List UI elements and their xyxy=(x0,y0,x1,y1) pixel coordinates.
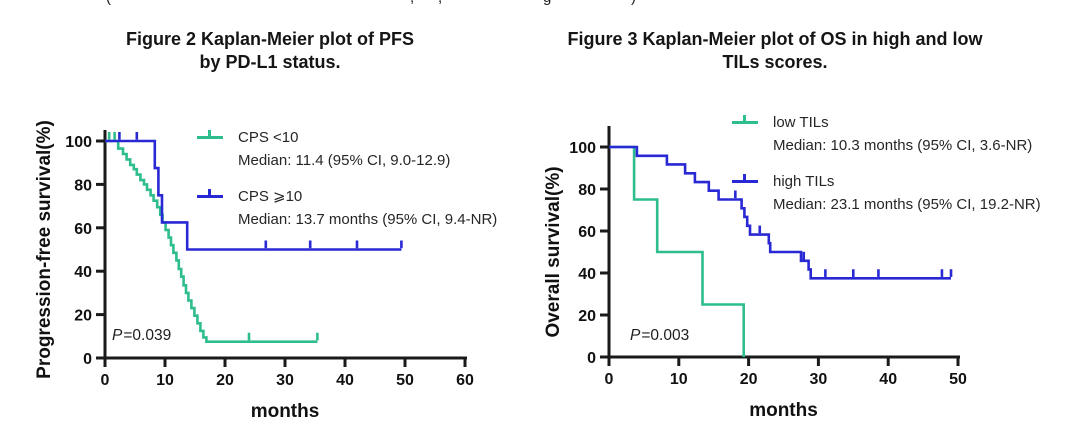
km-curve xyxy=(105,139,318,343)
p-italic: P xyxy=(630,327,641,344)
y-tick-label: 20 xyxy=(578,308,596,325)
y-tick-label: 100 xyxy=(65,134,92,151)
p-italic: P xyxy=(112,327,123,344)
p-rest: =0.039 xyxy=(123,327,172,344)
legend-entry-low-tils: low TILs Median: 10.3 months (95% CI, 3.… xyxy=(732,111,1041,157)
x-axis-label: months xyxy=(251,401,320,422)
y-axis-label: Overall survival(%) xyxy=(543,166,564,337)
y-tick-label: 100 xyxy=(569,140,596,157)
x-tick-label: 20 xyxy=(740,371,758,388)
km-curve-symbol xyxy=(197,127,223,143)
x-tick-label: 40 xyxy=(336,372,354,389)
clipped-text-line: (,, g) xyxy=(0,0,1080,5)
km-curve-symbol xyxy=(197,186,223,202)
km-curve xyxy=(105,139,402,251)
y-tick-label: 0 xyxy=(587,350,596,367)
x-tick-label: 50 xyxy=(949,371,967,388)
x-tick-label: 30 xyxy=(810,371,828,388)
y-tick-label: 0 xyxy=(83,351,92,368)
x-tick-label: 40 xyxy=(879,371,897,388)
y-tick-label: 60 xyxy=(74,221,92,238)
legend-series-label: CPS ⩾10 xyxy=(238,188,303,205)
legend-entry-cps-ge10: CPS ⩾10 Median: 13.7 months (95% CI, 9.4… xyxy=(197,185,497,231)
legend-median-text: Median: 23.1 months (95% CI, 19.2-NR) xyxy=(773,196,1041,213)
legend-median-text: Median: 10.3 months (95% CI, 3.6-NR) xyxy=(773,137,1033,154)
os-p-value: P=0.003 xyxy=(630,327,689,345)
clipped-glyph: g xyxy=(543,0,551,5)
clipped-glyph: ( xyxy=(106,0,111,5)
figure2-title-line1: Figure 2 Kaplan-Meier plot of PFS xyxy=(125,29,415,49)
clipped-glyph: , xyxy=(438,0,442,5)
y-tick-label: 20 xyxy=(74,308,92,325)
legend-median-text: Median: 11.4 (95% CI, 9.0-12.9) xyxy=(238,152,451,169)
x-tick-label: 50 xyxy=(396,372,414,389)
p-rest: =0.003 xyxy=(641,327,690,344)
x-tick-label: 0 xyxy=(605,371,614,388)
km-curve xyxy=(609,145,745,357)
y-tick-label: 80 xyxy=(74,177,92,194)
km-curve-symbol xyxy=(732,171,758,187)
figure2-title-line2: by PD-L1 status. xyxy=(199,52,341,72)
legend-series-label: high TILs xyxy=(773,173,835,190)
figure2-title: Figure 2 Kaplan-Meier plot of PFS by PD-… xyxy=(30,28,510,74)
pfs-km-plot: 0 10 20 30 40 50 60 0 20 40 60 80 100 months Progressi… xyxy=(34,120,474,422)
os-legend: low TILs Median: 10.3 months (95% CI, 3.… xyxy=(732,111,1041,229)
x-tick-label: 0 xyxy=(101,372,110,389)
figure3-title: Figure 3 Kaplan-Meier plot of OS in high… xyxy=(530,28,1020,74)
y-tick-label: 40 xyxy=(578,266,596,283)
figure3-title-line2: TILs scores. xyxy=(722,52,828,72)
x-tick-label: 30 xyxy=(276,372,294,389)
legend-series-label: CPS <10 xyxy=(238,129,299,146)
pfs-p-value: P=0.039 xyxy=(112,327,171,345)
os-km-plot: 0 10 20 30 40 50 0 20 40 60 80 100 months Overall sur… xyxy=(543,126,967,421)
legend-entry-cps-lt10: CPS <10 Median: 11.4 (95% CI, 9.0-12.9) xyxy=(197,126,497,172)
x-tick-label: 60 xyxy=(456,372,474,389)
x-tick-label: 10 xyxy=(156,372,174,389)
clipped-glyph: ) xyxy=(631,0,636,5)
legend-median-text: Median: 13.7 months (95% CI, 9.4-NR) xyxy=(238,211,498,228)
clipped-glyph: , xyxy=(410,0,414,5)
x-tick-label: 20 xyxy=(216,372,234,389)
pfs-legend: CPS <10 Median: 11.4 (95% CI, 9.0-12.9) … xyxy=(197,126,497,244)
km-curve-symbol xyxy=(732,112,758,128)
y-tick-label: 60 xyxy=(578,224,596,241)
km-curve xyxy=(609,145,951,280)
legend-entry-high-tils: high TILs Median: 23.1 months (95% CI, 1… xyxy=(732,170,1041,216)
x-tick-label: 10 xyxy=(670,371,688,388)
legend-series-label: low TILs xyxy=(773,114,829,131)
y-axis-label: Progression-free survival(%) xyxy=(34,120,55,379)
figure3-title-line1: Figure 3 Kaplan-Meier plot of OS in high… xyxy=(567,29,983,49)
y-tick-label: 80 xyxy=(578,182,596,199)
y-tick-label: 40 xyxy=(74,264,92,281)
x-axis-label: months xyxy=(749,400,818,421)
